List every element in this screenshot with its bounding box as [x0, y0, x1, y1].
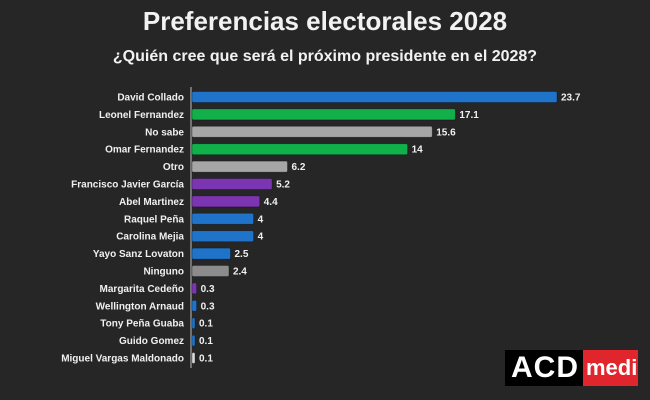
- data-label: 0.1: [199, 336, 213, 347]
- logo-acd: ACD: [505, 350, 583, 386]
- data-label: 0.1: [199, 354, 213, 365]
- chart-subtitle: ¿Quién cree que será el próximo presiden…: [112, 48, 538, 65]
- category-label: Raquel Peña: [124, 214, 184, 225]
- category-label: Francisco Javier García: [71, 180, 184, 191]
- acd-media-logo: ACD media: [505, 350, 638, 386]
- bar: [191, 143, 409, 156]
- bar: [191, 352, 196, 364]
- category-label: Miguel Vargas Maldonado: [61, 354, 184, 365]
- data-label: 0.1: [199, 319, 213, 330]
- bar: [191, 247, 231, 260]
- bar: [191, 160, 288, 173]
- bar: [191, 334, 196, 347]
- bar: [191, 125, 433, 138]
- data-label: 2.4: [233, 267, 247, 278]
- bar: [191, 299, 198, 312]
- chart-title: Preferencias electorales 2028: [142, 6, 508, 36]
- category-label: Wellington Arnaud: [96, 301, 184, 312]
- data-label: 5.2: [276, 180, 290, 191]
- bar: [191, 195, 261, 208]
- category-label: No sabe: [145, 127, 184, 138]
- category-label: Abel Martinez: [119, 197, 184, 208]
- category-label: Carolina Mejia: [116, 232, 184, 243]
- data-label: 15.6: [436, 127, 456, 138]
- category-label: Leonel Fernandez: [99, 110, 184, 121]
- bar: [191, 230, 255, 243]
- category-label: Yayo Sanz Lovaton: [93, 249, 184, 260]
- data-label: 0.3: [201, 284, 215, 295]
- bar: [191, 108, 456, 121]
- category-label: Tony Peña Guaba: [100, 319, 184, 330]
- data-label: 0.3: [201, 301, 215, 312]
- category-label: Omar Fernandez: [105, 145, 184, 156]
- data-label: 14: [412, 145, 424, 156]
- bar: [191, 212, 255, 225]
- data-label: 4.4: [264, 197, 278, 208]
- data-label: 23.7: [561, 93, 581, 104]
- category-label: Guido Gomez: [119, 336, 184, 347]
- bar: [191, 317, 196, 330]
- data-label: 17.1: [459, 110, 479, 121]
- category-label: Ninguno: [143, 267, 184, 278]
- data-label: 6.2: [291, 162, 305, 173]
- bar: [191, 282, 198, 295]
- bar: [191, 91, 558, 103]
- category-label: Otro: [163, 162, 184, 173]
- data-label: 4: [258, 214, 264, 225]
- category-label: Margarita Cedeño: [100, 284, 184, 295]
- category-label: David Collado: [117, 93, 184, 104]
- data-label: 2.5: [235, 249, 249, 260]
- bar: [191, 178, 273, 190]
- logo-media: media: [583, 350, 638, 386]
- bar: [191, 265, 230, 277]
- data-label: 4: [258, 232, 264, 243]
